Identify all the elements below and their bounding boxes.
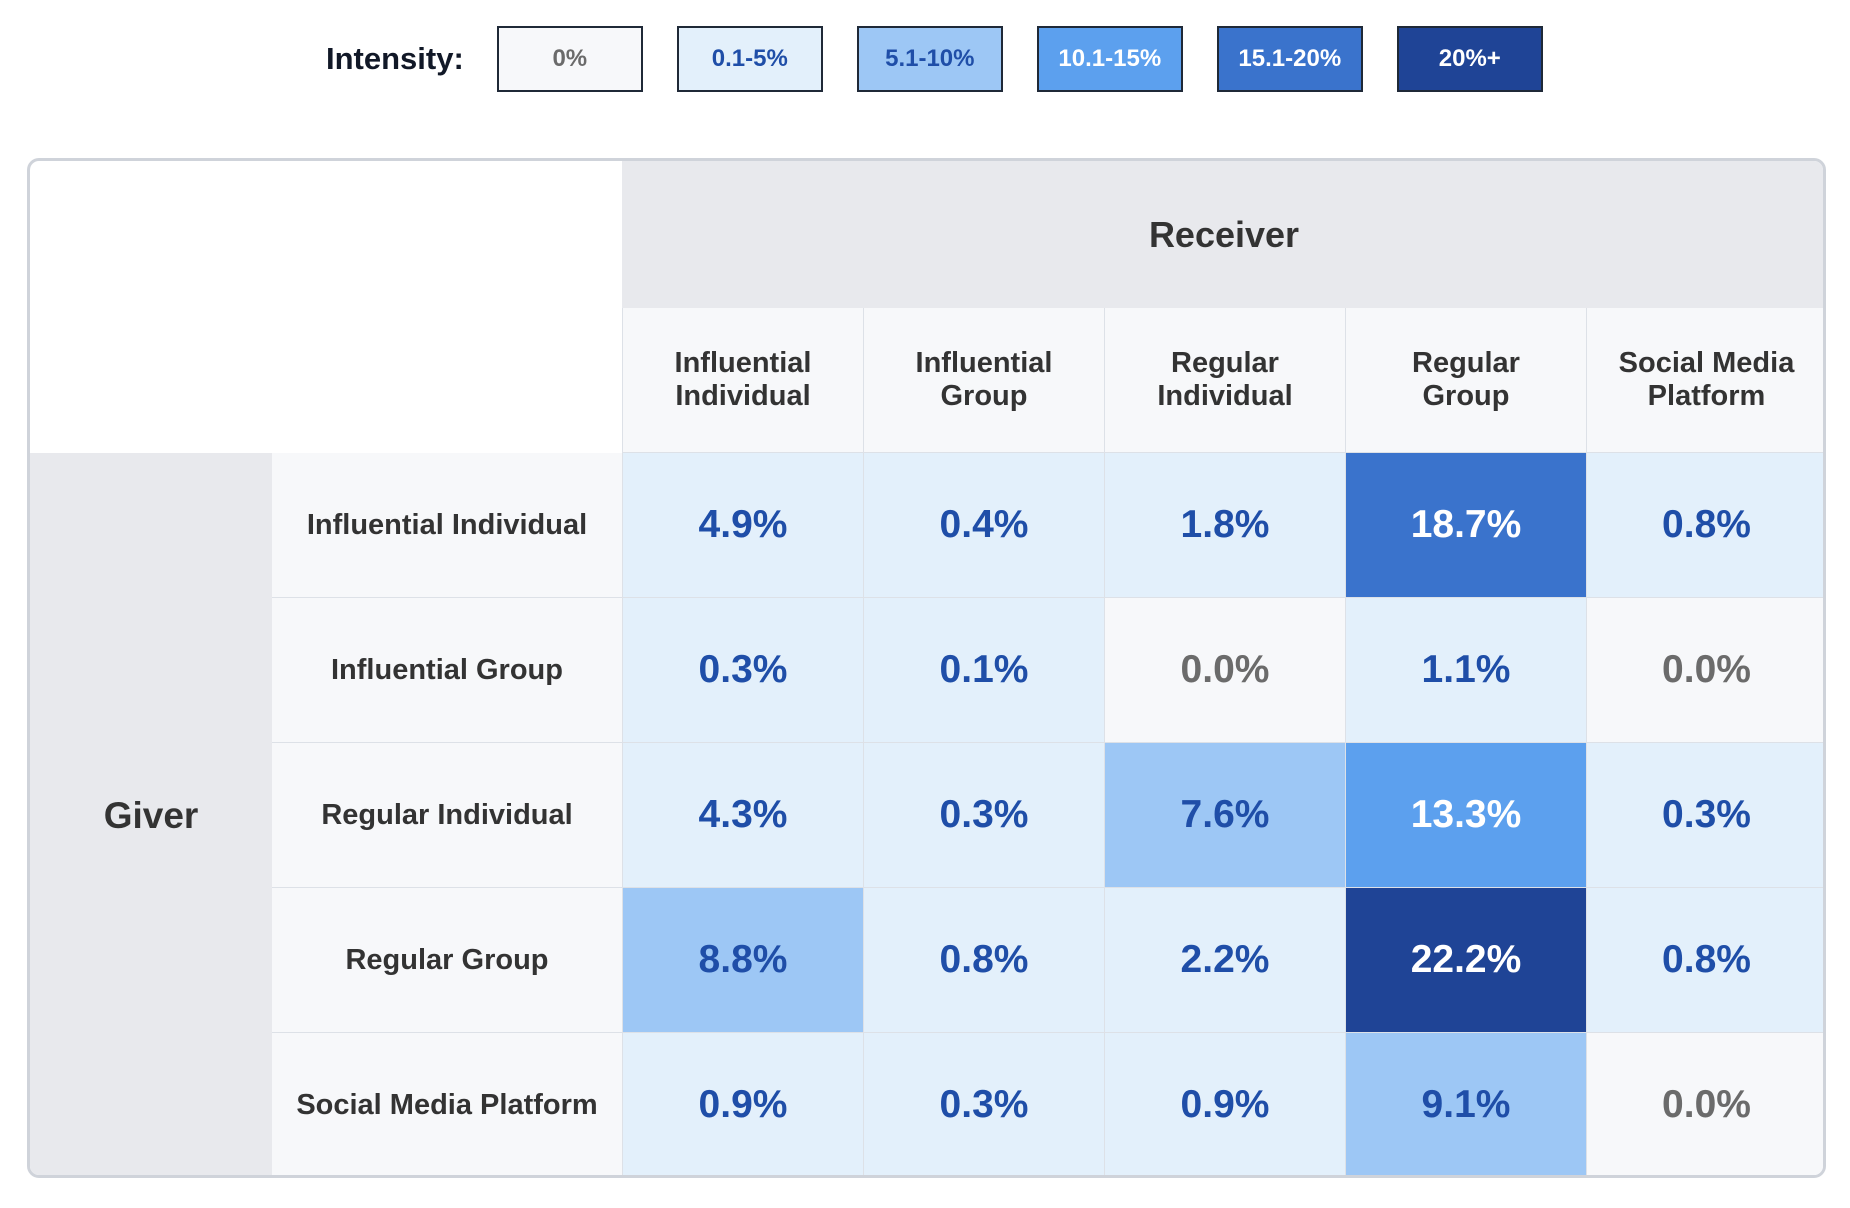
heatmap-cell: 1.1% (1345, 598, 1586, 743)
heatmap-cell: 2.2% (1104, 888, 1345, 1033)
row-header: Influential Group (272, 598, 622, 743)
heatmap-cell: 18.7% (1345, 453, 1586, 598)
legend-swatch-5: 20%+ (1396, 26, 1543, 92)
heatmap-cell: 0.3% (1586, 743, 1823, 888)
heatmap-cell: 0.8% (1586, 453, 1823, 598)
legend-swatch-0: 0% (496, 26, 643, 92)
heatmap-cell: 9.1% (1345, 1033, 1586, 1175)
legend-swatch-2: 5.1-10% (856, 26, 1003, 92)
column-header: Regular Group (1345, 308, 1586, 453)
row-header: Regular Group (272, 888, 622, 1033)
legend-label: 0.1-5% (711, 45, 788, 72)
legend-label: 5.1-10% (885, 45, 975, 72)
column-header: Influential Individual (622, 308, 863, 453)
heatmap-cell: 22.2% (1345, 888, 1586, 1033)
heatmap-cell: 0.8% (863, 888, 1104, 1033)
heatmap-cell: 13.3% (1345, 743, 1586, 888)
heatmap-cell: 0.3% (863, 1033, 1104, 1175)
row-header: Social Media Platform (272, 1033, 622, 1175)
column-header: Influential Group (863, 308, 1104, 453)
column-header: Regular Individual (1104, 308, 1345, 453)
heatmap-cell: 0.3% (622, 598, 863, 743)
heatmap-cell: 4.3% (622, 743, 863, 888)
receiver-axis-title: Receiver (622, 161, 1823, 308)
legend-label: 0% (552, 45, 588, 72)
legend-swatch-3: 10.1-15% (1036, 26, 1183, 92)
heatmap-cell: 0.8% (1586, 888, 1823, 1033)
heatmap-cell: 1.8% (1104, 453, 1345, 598)
heatmap-cell: 0.3% (863, 743, 1104, 888)
row-header: Regular Individual (272, 743, 622, 888)
intensity-legend: Intensity: 0% 0.1-5% 5.1-10% 10.1-15% 15… (326, 24, 1543, 94)
heatmap-cell: 0.0% (1586, 1033, 1823, 1175)
heatmap-cell: 0.1% (863, 598, 1104, 743)
heatmap-cell: 0.0% (1104, 598, 1345, 743)
legend-title: Intensity: (326, 41, 464, 76)
heatmap-cell: 7.6% (1104, 743, 1345, 888)
heatmap-cell: 8.8% (622, 888, 863, 1033)
legend-swatch-4: 15.1-20% (1216, 26, 1363, 92)
row-header: Influential Individual (272, 453, 622, 598)
heatmap-cell: 0.9% (622, 1033, 863, 1175)
legend-swatch-1: 0.1-5% (676, 26, 823, 92)
heatmap-cell: 0.9% (1104, 1033, 1345, 1175)
column-header: Social Media Platform (1586, 308, 1823, 453)
giver-axis-title: Giver (30, 453, 272, 1175)
heatmap-cell: 0.4% (863, 453, 1104, 598)
giver-receiver-matrix: Receiver Giver Influential Individual Inf… (27, 158, 1826, 1178)
legend-label: 10.1-15% (1058, 45, 1162, 72)
heatmap-cell: 0.0% (1586, 598, 1823, 743)
legend-label: 20%+ (1438, 45, 1501, 72)
legend-label: 15.1-20% (1238, 45, 1342, 72)
heatmap-cell: 4.9% (622, 453, 863, 598)
